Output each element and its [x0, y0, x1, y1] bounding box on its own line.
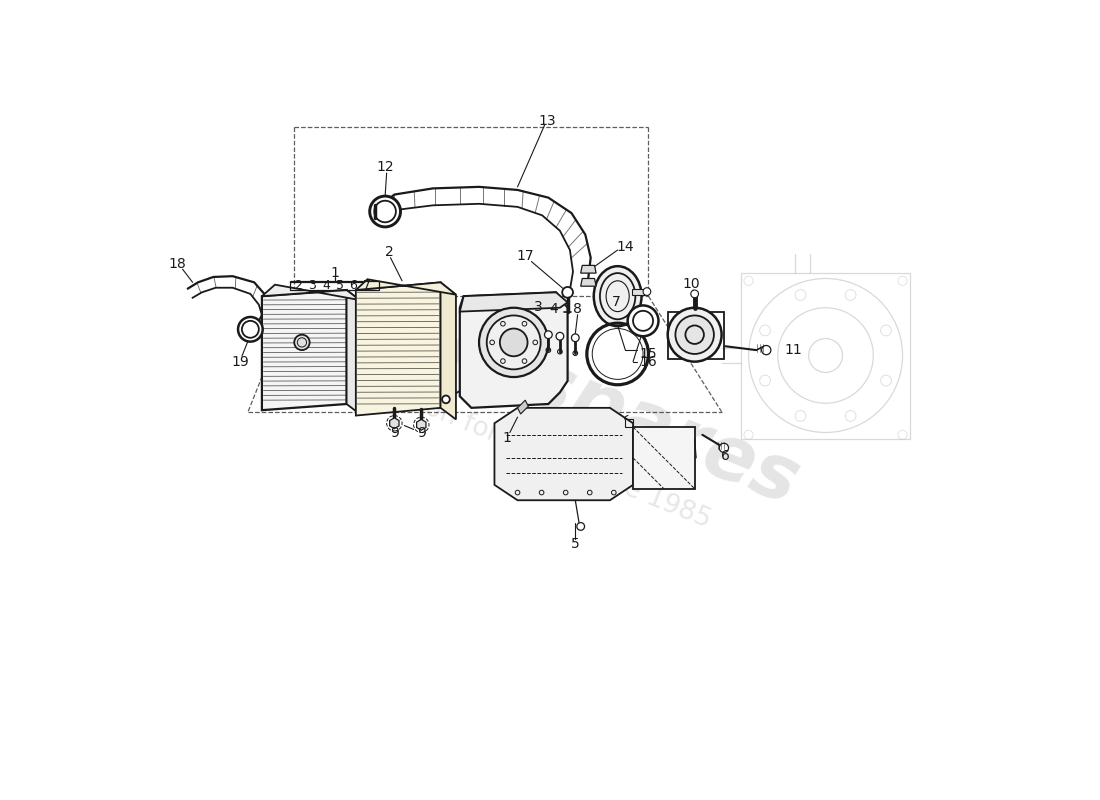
Circle shape: [487, 315, 541, 370]
Text: 4: 4: [549, 302, 558, 315]
Text: 9: 9: [417, 426, 426, 440]
Polygon shape: [631, 289, 645, 294]
Polygon shape: [634, 427, 695, 489]
Polygon shape: [460, 292, 568, 408]
Polygon shape: [460, 292, 568, 311]
Circle shape: [374, 201, 396, 222]
Circle shape: [442, 395, 450, 403]
Circle shape: [628, 306, 659, 336]
Text: 8: 8: [573, 302, 582, 315]
Text: 16: 16: [639, 354, 657, 369]
Text: 1: 1: [331, 266, 340, 280]
Text: 7: 7: [612, 294, 620, 309]
Text: 7: 7: [363, 279, 372, 292]
Circle shape: [571, 334, 579, 342]
Circle shape: [761, 346, 771, 354]
Circle shape: [499, 329, 528, 356]
Circle shape: [370, 196, 400, 227]
Polygon shape: [517, 400, 528, 414]
Text: 3: 3: [534, 300, 542, 314]
Polygon shape: [346, 290, 360, 414]
Polygon shape: [389, 418, 399, 429]
Text: 1: 1: [503, 431, 512, 445]
Circle shape: [644, 288, 651, 295]
Text: 2: 2: [294, 279, 302, 292]
Circle shape: [576, 522, 584, 530]
Circle shape: [557, 332, 564, 340]
Text: 18: 18: [168, 257, 186, 271]
Text: 19: 19: [231, 354, 250, 369]
Text: 9: 9: [389, 426, 399, 440]
Text: 3: 3: [308, 279, 316, 292]
Text: 14: 14: [616, 240, 635, 254]
Circle shape: [719, 443, 728, 453]
Circle shape: [480, 308, 548, 377]
Text: 17: 17: [516, 249, 535, 263]
Text: 6: 6: [350, 279, 358, 292]
Polygon shape: [262, 285, 360, 300]
Circle shape: [691, 290, 698, 298]
Text: 12: 12: [376, 160, 394, 174]
Bar: [290, 281, 378, 290]
Polygon shape: [495, 408, 634, 500]
Circle shape: [238, 317, 263, 342]
Polygon shape: [581, 278, 596, 286]
Text: 13: 13: [538, 114, 556, 128]
Circle shape: [668, 308, 722, 362]
Circle shape: [675, 315, 714, 354]
Polygon shape: [262, 290, 346, 410]
Text: 4: 4: [322, 279, 330, 292]
Circle shape: [295, 334, 310, 350]
Text: 15: 15: [639, 347, 657, 361]
Text: 2: 2: [385, 245, 394, 258]
Polygon shape: [356, 282, 440, 415]
Text: 11: 11: [784, 343, 802, 357]
Text: 5: 5: [571, 537, 580, 551]
Text: 5: 5: [336, 279, 343, 292]
Polygon shape: [356, 279, 455, 294]
Ellipse shape: [594, 266, 641, 326]
Polygon shape: [440, 282, 455, 419]
Text: a passion for parts since 1985: a passion for parts since 1985: [336, 359, 715, 533]
Polygon shape: [417, 419, 426, 430]
Polygon shape: [581, 266, 596, 273]
Text: 10: 10: [683, 277, 701, 291]
Text: eurospares: eurospares: [333, 271, 810, 521]
Text: 6: 6: [720, 450, 730, 463]
Circle shape: [544, 331, 552, 338]
Circle shape: [562, 287, 573, 298]
